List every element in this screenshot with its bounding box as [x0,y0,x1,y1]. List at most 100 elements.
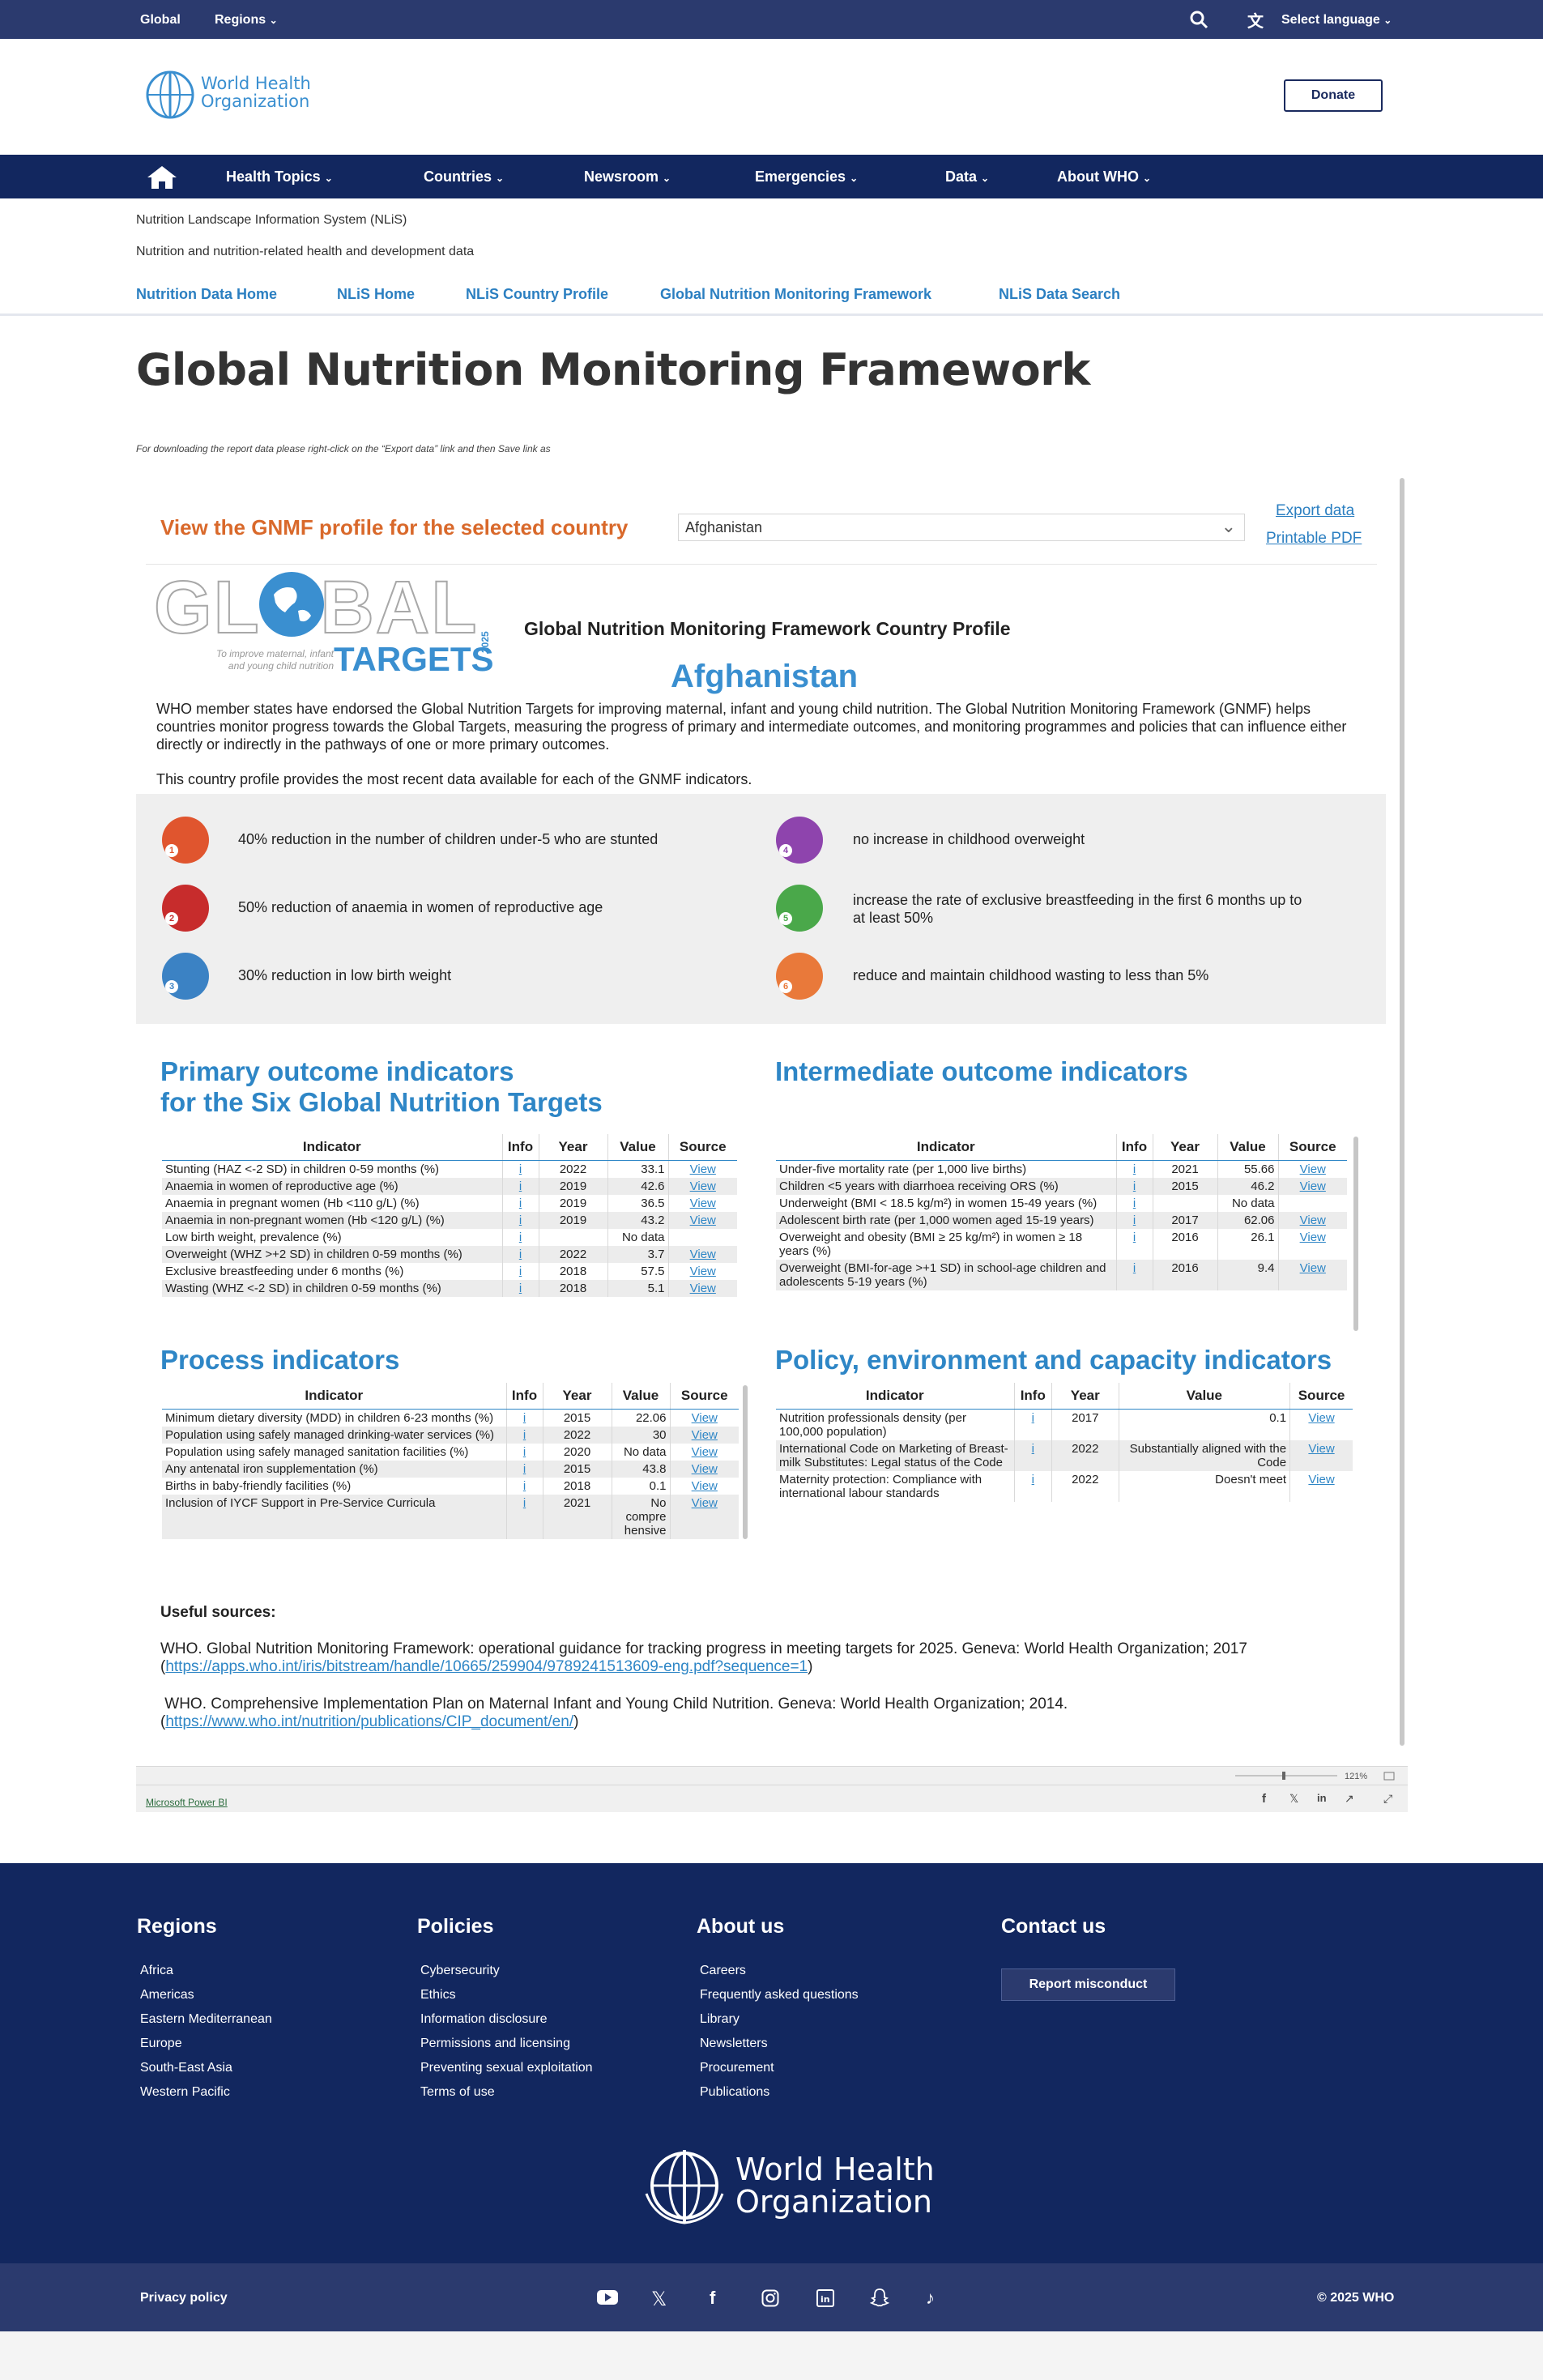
footer-policy-link[interactable]: Terms of use [420,2085,495,2099]
source-view-link[interactable]: View [1277,1259,1347,1290]
translate-icon[interactable]: 文 [1247,13,1264,31]
source-view-link[interactable]: View [667,1160,737,1178]
source-view-link[interactable]: View [1289,1470,1353,1502]
footer-policy-link[interactable]: Information disclosure [420,2012,548,2026]
info-button[interactable]: i [1115,1259,1153,1290]
report-scrollbar[interactable] [1400,478,1404,1746]
info-button[interactable]: i [501,1262,539,1280]
info-button[interactable]: i [505,1409,543,1427]
footer-about-link[interactable]: Library [700,2012,740,2026]
instagram-icon[interactable] [761,2289,779,2307]
footer-region-link[interactable]: Africa [140,1964,173,1977]
source-view-link[interactable]: View [669,1494,739,1539]
info-button[interactable]: i [501,1279,539,1297]
source-view-link[interactable]: View [1289,1440,1353,1471]
export-data-link[interactable]: Export data [1276,502,1355,519]
source-view-link[interactable]: View [667,1245,737,1263]
info-button[interactable]: i [501,1228,539,1246]
facebook-share-icon[interactable]: f [1262,1792,1266,1806]
x-twitter-icon[interactable]: 𝕏 [651,2288,667,2310]
info-button[interactable]: i [505,1443,543,1461]
info-button[interactable]: i [1013,1440,1052,1471]
subnav-nlis-data-search[interactable]: NLiS Data Search [999,286,1121,302]
process-table-scrollbar[interactable] [743,1385,748,1539]
source-view-link[interactable]: View [669,1477,739,1495]
youtube-icon[interactable] [596,2289,619,2305]
report-misconduct-button[interactable]: Report misconduct [1001,1968,1175,2001]
source-view-link[interactable]: View [669,1443,739,1461]
info-button[interactable]: i [1115,1177,1153,1195]
subnav-nlis-country-profile[interactable]: NLiS Country Profile [466,286,609,302]
search-icon[interactable] [1189,10,1208,29]
nav-data[interactable]: Data ⌄ [945,168,989,186]
source-view-link[interactable]: View [1277,1228,1347,1260]
footer-about-link[interactable]: Procurement [700,2061,774,2075]
snapchat-icon[interactable] [870,2288,889,2307]
footer-about-link[interactable]: Careers [700,1964,746,1977]
home-icon[interactable] [146,164,178,190]
who-logo[interactable]: World Health Organization [143,70,311,124]
nav-about-who[interactable]: About WHO ⌄ [1057,168,1151,186]
source-view-link[interactable]: View [667,1279,737,1297]
donate-button[interactable]: Donate [1284,79,1383,112]
info-button[interactable]: i [501,1177,539,1195]
info-button[interactable]: i [501,1211,539,1229]
source-2-link[interactable]: https://www.who.int/nutrition/publicatio… [165,1713,574,1730]
printable-pdf-link[interactable]: Printable PDF [1266,530,1362,547]
subnav-nutrition-data-home[interactable]: Nutrition Data Home [136,286,278,302]
source-view-link[interactable]: View [667,1211,737,1229]
info-button[interactable]: i [505,1460,543,1478]
footer-policy-link[interactable]: Permissions and licensing [420,2037,570,2050]
info-button[interactable]: i [501,1160,539,1178]
source-view-link[interactable]: View [1277,1211,1347,1229]
source-view-link[interactable]: View [667,1177,737,1195]
info-button[interactable]: i [1115,1160,1153,1178]
linkedin-share-icon[interactable]: in [1317,1792,1327,1804]
source-1-link[interactable]: https://apps.who.int/iris/bitstream/hand… [165,1658,808,1675]
info-button[interactable]: i [1013,1409,1052,1440]
nav-countries[interactable]: Countries ⌄ [424,168,504,186]
global-link[interactable]: Global [140,13,181,27]
info-button[interactable]: i [1013,1470,1052,1502]
footer-about-link[interactable]: Frequently asked questions [700,1988,859,2002]
intermediate-table-scrollbar[interactable] [1353,1137,1358,1331]
footer-about-link[interactable]: Publications [700,2085,770,2099]
footer-region-link[interactable]: South-East Asia [140,2061,232,2075]
subnav-nlis-home[interactable]: NLiS Home [337,286,416,302]
share-icon[interactable]: ↗ [1345,1792,1354,1805]
source-view-link[interactable]: View [667,1194,737,1212]
info-button[interactable]: i [505,1477,543,1495]
footer-region-link[interactable]: Americas [140,1988,194,2002]
source-view-link[interactable]: View [669,1460,739,1478]
linkedin-icon[interactable]: in [816,2289,834,2307]
regions-dropdown[interactable]: Regions ⌄ [215,13,278,28]
info-button[interactable]: i [1115,1228,1153,1260]
fullscreen-icon[interactable]: ⤢ [1383,1792,1393,1805]
nav-emergencies[interactable]: Emergencies ⌄ [755,168,858,186]
footer-who-logo[interactable]: World Health Organization [640,2145,935,2230]
info-button[interactable]: i [505,1426,543,1444]
source-view-link[interactable]: View [1277,1177,1347,1195]
footer-about-link[interactable]: Newsletters [700,2037,768,2050]
info-button[interactable]: i [1115,1211,1153,1229]
subnav-gnmf[interactable]: Global Nutrition Monitoring Framework [660,286,931,302]
footer-region-link[interactable]: Western Pacific [140,2085,230,2099]
footer-policy-link[interactable]: Preventing sexual exploitation [420,2061,593,2075]
info-button[interactable]: i [501,1194,539,1212]
source-view-link[interactable]: View [669,1426,739,1444]
source-view-link[interactable]: View [1289,1409,1353,1440]
footer-policy-link[interactable]: Cybersecurity [420,1964,500,1977]
country-select[interactable]: Afghanistan ⌄ [678,514,1245,541]
privacy-policy-link[interactable]: Privacy policy [140,2291,228,2305]
select-language-dropdown[interactable]: Select language ⌄ [1281,13,1392,28]
twitter-share-icon[interactable]: 𝕏 [1289,1792,1299,1805]
tiktok-icon[interactable]: ♪ [926,2288,935,2308]
footer-region-link[interactable]: Europe [140,2037,182,2050]
footer-policy-link[interactable]: Ethics [420,1988,456,2002]
source-view-link[interactable]: View [1277,1160,1347,1178]
facebook-icon[interactable]: f [710,2288,716,2308]
info-button[interactable]: i [1115,1194,1153,1212]
info-button[interactable]: i [501,1245,539,1263]
source-view-link[interactable]: View [667,1262,737,1280]
nav-health-topics[interactable]: Health Topics ⌄ [226,168,333,186]
